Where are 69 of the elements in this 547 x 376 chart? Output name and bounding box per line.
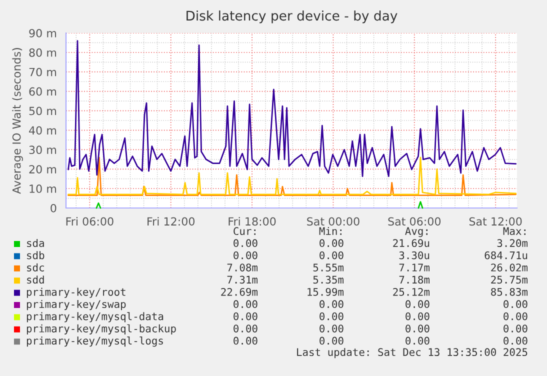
text: 0.00 — [320, 251, 344, 260]
y-tick-label: 50 m — [29, 106, 56, 116]
y-tick-label: 90 m — [29, 28, 56, 38]
x-tick-label: Fri 18:00 — [228, 217, 276, 226]
legend-label: sdb — [27, 251, 44, 260]
text: 0.00 — [504, 300, 528, 308]
text: 7.08m — [227, 264, 258, 272]
text: 0.00 — [234, 251, 258, 260]
text: 3.20m — [497, 239, 528, 248]
text: 0.00 — [406, 324, 430, 332]
y-tick-label: 70 m — [29, 68, 56, 76]
text: 0.00 — [504, 312, 528, 320]
text: 22.69m — [221, 288, 258, 296]
text: 5.35m — [313, 276, 344, 284]
x-tick-label: Fri 12:00 — [148, 217, 195, 226]
text: Last update: Sat Dec 13 13:35:00 2025 — [297, 348, 528, 358]
y-tick-label: 20 m — [29, 165, 56, 174]
text: 26.02m — [491, 264, 528, 272]
legend-label: sdc — [27, 263, 44, 272]
text: 0.00 — [320, 324, 344, 332]
text: 15.99m — [308, 288, 344, 296]
text: 0.00 — [406, 312, 430, 320]
legend-label: primary-key/swap — [26, 300, 126, 310]
text: 0.00 — [320, 336, 344, 345]
text: 7.17m — [399, 264, 430, 272]
text: 0.00 — [504, 324, 528, 332]
text: 0.00 — [234, 239, 258, 248]
text: 21.69u — [393, 239, 430, 248]
text: Max: — [503, 227, 526, 236]
legend-label: primary-key/mysql-data — [26, 312, 164, 322]
text: 85.83m — [491, 288, 528, 296]
y-tick-label: 80 m — [29, 48, 56, 57]
text: 25.75m — [491, 276, 528, 284]
x-tick-label: Sat 12:00 — [469, 217, 522, 226]
x-tick-label: Sat 00:00 — [307, 217, 360, 226]
text: 684.71u — [484, 251, 528, 260]
text: Min: — [319, 226, 342, 235]
text: 5.55m — [313, 264, 344, 272]
text: 0.00 — [320, 239, 344, 248]
text: 0.00 — [234, 324, 258, 332]
text: 0.00 — [234, 300, 258, 308]
y-tick-label: 40 m — [29, 126, 56, 135]
y-tick-label: 0 — [50, 204, 56, 212]
legend-label: sdd — [27, 276, 44, 284]
x-tick-label: Sat 06:00 — [388, 217, 441, 226]
text: Cur: — [234, 227, 256, 236]
text: 7.18m — [399, 276, 430, 284]
x-tick-label: Fri 06:00 — [66, 217, 114, 226]
legend-label: primary-key/mysql-logs — [26, 336, 163, 347]
y-tick-label: 60 m — [29, 87, 56, 96]
legend-label: sda — [27, 238, 44, 248]
text: Avg: — [405, 227, 428, 238]
legend-label: primary-key/mysql-backup — [26, 324, 176, 334]
y-axis-title: Average IO Wait (seconds) — [12, 48, 23, 194]
text: 0.00 — [234, 312, 258, 320]
text: 0.00 — [320, 300, 344, 308]
text: 0.00 — [406, 336, 430, 345]
text: 0.00 — [234, 336, 258, 345]
text: 0.00 — [504, 336, 528, 345]
text: 0.00 — [406, 300, 430, 308]
text: 7.31m — [227, 276, 258, 284]
y-tick-label: 30 m — [29, 146, 56, 154]
legend-label: primary-key/root — [26, 288, 126, 298]
line-series — [68, 40, 517, 177]
text: 0.00 — [320, 312, 344, 320]
chart-title: Disk latency per device - by day — [186, 10, 398, 24]
text: 3.30u — [399, 251, 430, 260]
y-tick-label: 10 m — [30, 184, 56, 193]
text: 25.12m — [393, 288, 430, 296]
